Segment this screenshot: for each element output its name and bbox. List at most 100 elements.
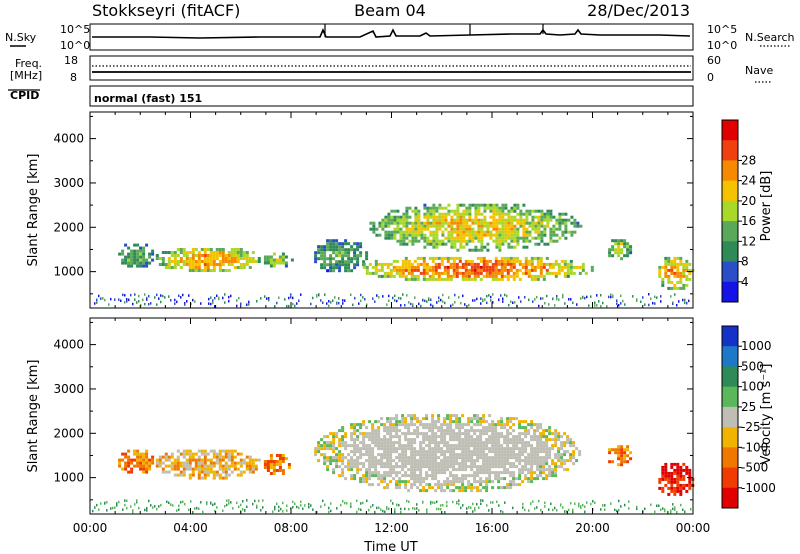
power-colorbar-tick: 12 bbox=[741, 234, 756, 248]
date-title: 28/Dec/2013 bbox=[587, 1, 690, 20]
nave-tick-high: 60 bbox=[707, 54, 721, 67]
xtick-label: 04:00 bbox=[173, 521, 208, 535]
noise-tick-high-right: 10^5 bbox=[707, 23, 737, 36]
freq-unit: [MHz] bbox=[10, 69, 42, 82]
power-colorbar-swatch bbox=[722, 140, 738, 161]
velocity-ytick-label: 1000 bbox=[53, 471, 84, 485]
power-echo-region bbox=[608, 239, 633, 261]
xtick-label: 16:00 bbox=[475, 521, 510, 535]
power-colorbar-swatch bbox=[722, 241, 738, 263]
velocity-colorbar: 1000 500 100 25 -25 -100 -500 -1000 bbox=[721, 325, 776, 509]
freq-tick-low: 8 bbox=[70, 71, 77, 84]
nave-tick-low: 0 bbox=[707, 71, 714, 84]
power-panel: 1000 2000 3000 4000 Slant Range [km] 4 8 12 16… bbox=[26, 111, 774, 309]
velocity-colorbar-swatch bbox=[722, 427, 738, 448]
velocity-colorbar-swatch bbox=[722, 366, 738, 388]
nsearch-label: N.Search bbox=[745, 31, 795, 44]
power-ground-scatter bbox=[94, 293, 690, 308]
velocity-echo-region bbox=[658, 462, 695, 496]
velocity-echo-region bbox=[118, 449, 155, 474]
power-colorbar-tick: 4 bbox=[741, 275, 749, 289]
velocity-y-axis: 1000 2000 3000 4000 bbox=[53, 321, 693, 501]
power-colorbar-tick: 28 bbox=[741, 153, 756, 167]
power-colorbar: 4 8 12 16 20 24 28 bbox=[721, 119, 756, 303]
power-colorbar-swatch bbox=[722, 281, 738, 303]
noise-sky-trace bbox=[92, 27, 691, 39]
power-ytick-label: 3000 bbox=[53, 176, 84, 190]
velocity-colorbar-swatch bbox=[722, 406, 738, 428]
velocity-echo-region bbox=[314, 414, 582, 493]
velocity-echo-region bbox=[263, 454, 291, 475]
velocity-colorbar-tick: -25 bbox=[741, 420, 761, 434]
power-colorbar-tick: 24 bbox=[741, 174, 756, 188]
velocity-echo-field bbox=[92, 414, 695, 514]
power-colorbar-swatch bbox=[722, 160, 738, 182]
velocity-ytick-label: 2000 bbox=[53, 426, 84, 440]
power-echo-region bbox=[263, 252, 294, 268]
power-y-axis: 1000 2000 3000 4000 bbox=[53, 115, 693, 295]
velocity-x-axis: 00:00 04:00 08:00 12:00 16:00 20:00 00:00 bbox=[73, 318, 711, 535]
velocity-colorbar-tick: 25 bbox=[741, 400, 756, 414]
velocity-echo-region bbox=[155, 449, 261, 480]
velocity-colorbar-tick: -500 bbox=[741, 461, 768, 475]
freq-label: Freq. bbox=[15, 57, 42, 70]
power-colorbar-swatch bbox=[722, 120, 738, 141]
velocity-ylabel: Slant Range [km] bbox=[26, 360, 41, 473]
power-ytick-label: 4000 bbox=[53, 132, 84, 146]
velocity-colorbar-swatch bbox=[722, 386, 738, 408]
xtick-label: 20:00 bbox=[575, 521, 610, 535]
power-colorbar-tick: 8 bbox=[741, 255, 749, 269]
freq-tick-high: 18 bbox=[64, 54, 78, 67]
velocity-colorbar-swatch bbox=[722, 467, 738, 489]
cpid-panel: CPID normal (fast) 151 bbox=[8, 85, 694, 107]
frequency-panel: Freq. [MHz] 18 8 60 0 Nave bbox=[10, 54, 773, 84]
power-echo-region bbox=[155, 248, 261, 272]
power-echo-region bbox=[658, 256, 695, 290]
velocity-panel: 1000 2000 3000 4000 00:00 04:00 08:00 12:00 16:… bbox=[26, 317, 776, 535]
power-colorbar-swatch bbox=[722, 200, 738, 222]
xtick-label: 00:00 bbox=[676, 521, 711, 535]
station-title: Stokkseyri (fitACF) bbox=[92, 1, 240, 20]
noise-tick-high-left: 10^5 bbox=[60, 23, 90, 36]
power-colorbar-label: Power [dB] bbox=[759, 171, 774, 242]
velocity-colorbar-tick: 1000 bbox=[741, 339, 772, 353]
noise-tick-low-left: 10^0 bbox=[60, 39, 90, 52]
power-ytick-label: 1000 bbox=[53, 265, 84, 279]
velocity-colorbar-label: Velocity [m s⁻¹] bbox=[759, 364, 774, 465]
velocity-colorbar-swatch bbox=[722, 326, 738, 347]
power-echo-field bbox=[94, 203, 695, 308]
velocity-colorbar-tick: -100 bbox=[741, 440, 768, 454]
power-x-axis bbox=[89, 112, 694, 308]
velocity-colorbar-tick: -1000 bbox=[741, 481, 776, 495]
velocity-ytick-label: 4000 bbox=[53, 338, 84, 352]
power-colorbar-tick: 20 bbox=[741, 194, 756, 208]
velocity-colorbar-swatch bbox=[722, 487, 738, 509]
power-echo-region bbox=[118, 243, 155, 268]
xtick-label: 08:00 bbox=[274, 521, 309, 535]
x-axis-label: Time UT bbox=[363, 540, 417, 554]
noise-panel: N.Sky 10^5 10^0 10^5 10^0 N.Search bbox=[5, 23, 795, 52]
velocity-colorbar-tick: 100 bbox=[741, 380, 764, 394]
power-ytick-label: 2000 bbox=[53, 220, 84, 234]
power-ylabel: Slant Range [km] bbox=[26, 154, 41, 267]
nsky-label: N.Sky bbox=[5, 31, 37, 44]
velocity-ytick-label: 3000 bbox=[53, 382, 84, 396]
power-colorbar-tick: 16 bbox=[741, 214, 756, 228]
power-echo-region bbox=[362, 256, 594, 281]
xtick-label: 00:00 bbox=[73, 521, 108, 535]
velocity-colorbar-tick: 500 bbox=[741, 359, 764, 373]
velocity-colorbar-swatch bbox=[722, 447, 738, 469]
velocity-echo-region bbox=[608, 445, 633, 467]
power-echo-region bbox=[369, 203, 583, 252]
power-colorbar-swatch bbox=[722, 261, 738, 283]
power-colorbar-swatch bbox=[722, 180, 738, 202]
beam-title: Beam 04 bbox=[354, 1, 426, 20]
cpid-value: normal (fast) 151 bbox=[94, 92, 202, 105]
nave-label: Nave bbox=[745, 64, 773, 77]
velocity-ground-scatter bbox=[92, 499, 692, 514]
velocity-colorbar-swatch bbox=[722, 346, 738, 367]
power-echo-region bbox=[314, 239, 369, 273]
cpid-label: CPID bbox=[10, 89, 39, 102]
noise-tick-low-right: 10^0 bbox=[707, 39, 737, 52]
